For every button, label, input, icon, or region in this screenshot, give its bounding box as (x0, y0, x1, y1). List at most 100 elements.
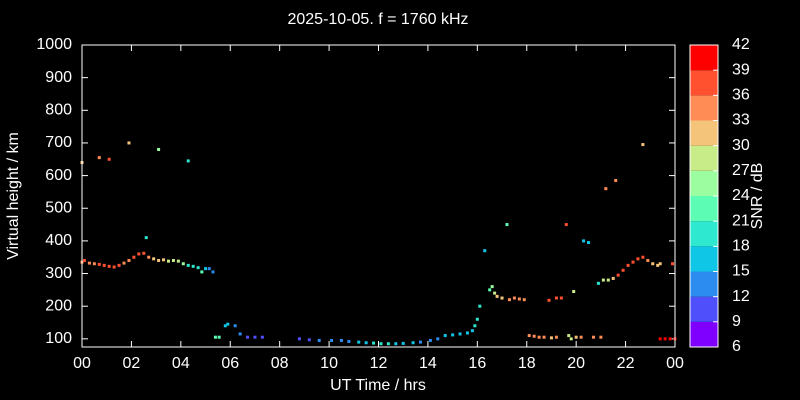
point (671, 262, 675, 266)
point (532, 334, 536, 338)
point (656, 263, 660, 267)
point (213, 335, 217, 339)
point (451, 333, 455, 337)
point (500, 296, 504, 300)
point (626, 263, 630, 267)
point (152, 257, 156, 261)
point (465, 331, 469, 335)
point (157, 147, 161, 151)
point (631, 260, 635, 264)
point (606, 278, 610, 282)
point (142, 251, 146, 255)
point (574, 335, 578, 339)
point (473, 324, 477, 328)
point (493, 291, 497, 295)
point (127, 258, 131, 262)
point (611, 276, 615, 280)
x-tick-label: 04 (172, 355, 190, 372)
point (547, 298, 551, 302)
x-tick-label: 10 (320, 355, 338, 372)
point (297, 337, 301, 341)
colorbar-tick-label: 33 (732, 112, 750, 129)
y-tick-label: 700 (45, 134, 72, 151)
x-tick-label: 22 (617, 355, 635, 372)
point (181, 262, 185, 266)
colorbar-bin (690, 221, 718, 247)
point (522, 298, 526, 302)
y-tick-label: 1000 (36, 36, 72, 53)
colorbar-tick-label: 30 (732, 137, 750, 154)
y-tick-label: 400 (45, 232, 72, 249)
point (554, 335, 558, 339)
colorbar-tick-label: 24 (732, 187, 750, 204)
colorbar-bin (690, 296, 718, 322)
point (339, 338, 343, 342)
colorbar-bin (690, 170, 718, 196)
x-tick-label: 12 (370, 355, 388, 372)
point (483, 249, 487, 253)
point (401, 341, 405, 345)
point (658, 262, 662, 266)
point (238, 332, 242, 336)
point (505, 223, 509, 227)
point (191, 264, 195, 268)
point (559, 296, 563, 300)
x-tick-label: 14 (419, 355, 437, 372)
point (411, 341, 415, 345)
point (260, 335, 264, 339)
point (591, 335, 595, 339)
point (621, 268, 625, 272)
point (641, 143, 645, 147)
colorbar-tick-label: 39 (732, 61, 750, 78)
chart-title: 2025-10-05. f = 1760 kHz (287, 11, 468, 28)
point (204, 267, 208, 271)
point (646, 258, 650, 262)
point (162, 258, 166, 262)
x-tick-label: 00 (666, 355, 684, 372)
x-tick-label: 06 (221, 355, 239, 372)
colorbar-bin (690, 120, 718, 146)
point (428, 338, 432, 342)
point (246, 335, 250, 339)
point (200, 270, 204, 274)
point (112, 265, 116, 269)
y-tick-label: 600 (45, 167, 72, 184)
y-tick-label: 500 (45, 199, 72, 216)
point (207, 267, 211, 271)
x-tick-label: 20 (567, 355, 585, 372)
x-axis-label: UT Time / hrs (330, 377, 426, 394)
point (107, 157, 111, 161)
point (549, 336, 553, 340)
colorbar-bin (690, 95, 718, 121)
point (196, 266, 200, 270)
point (601, 278, 605, 282)
x-tick-label: 08 (271, 355, 289, 372)
point (122, 261, 126, 265)
point (579, 335, 583, 339)
point (147, 255, 151, 259)
point (651, 262, 655, 266)
colorbar-bin (690, 196, 718, 222)
point (233, 324, 237, 328)
point (582, 239, 586, 243)
point (253, 335, 257, 339)
point (488, 288, 492, 292)
point (495, 294, 499, 298)
point (97, 262, 101, 266)
point (347, 339, 351, 343)
point (137, 252, 141, 256)
point (226, 322, 230, 326)
y-tick-label: 300 (45, 265, 72, 282)
y-tick-label: 800 (45, 102, 72, 119)
point (186, 263, 190, 267)
point (217, 335, 221, 339)
point (107, 264, 111, 268)
point (475, 317, 479, 321)
point (87, 261, 91, 265)
point (663, 337, 667, 341)
point (587, 241, 591, 245)
point (82, 258, 86, 262)
point (443, 334, 447, 338)
point (357, 340, 361, 344)
